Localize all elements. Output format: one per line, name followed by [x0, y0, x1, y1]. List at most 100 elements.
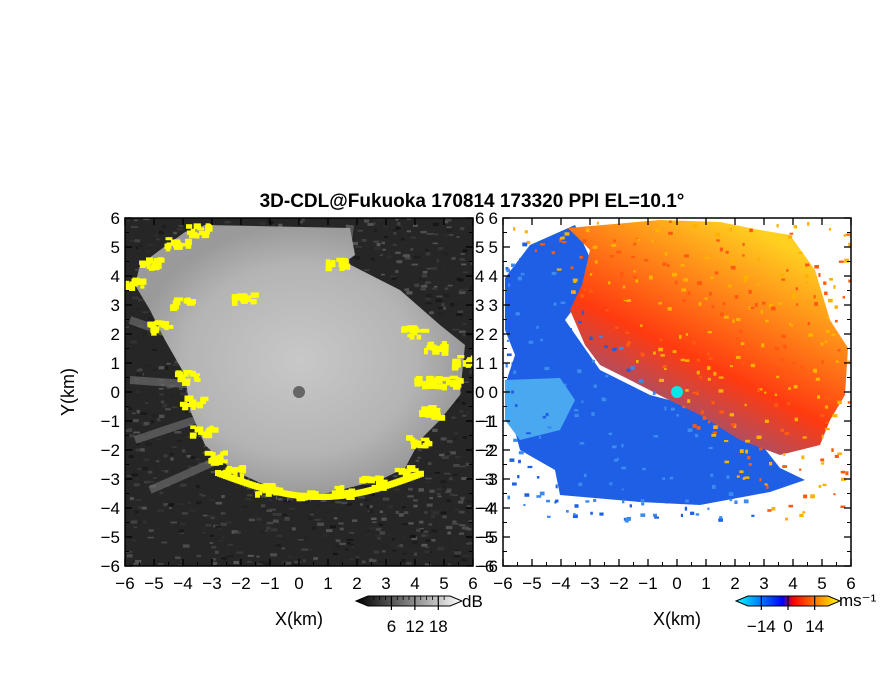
noise-speck: [405, 534, 410, 536]
velocity-speck: [578, 359, 583, 364]
velocity-speck: [707, 331, 712, 334]
velocity-speck: [528, 370, 533, 374]
velocity-speck: [837, 400, 842, 405]
noise-speck: [346, 538, 354, 541]
highlight-speck: [424, 440, 431, 445]
y-tick-label-right: −1: [475, 412, 494, 431]
noise-speck: [408, 487, 413, 491]
noise-speck: [142, 311, 149, 314]
highlight-speck: [455, 377, 461, 384]
velocity-speck: [726, 475, 730, 480]
noise-speck: [248, 518, 255, 522]
highlight-speck: [154, 262, 162, 269]
velocity-speck: [526, 432, 531, 435]
highlight-speck: [176, 300, 181, 306]
highlight-speck: [125, 283, 128, 289]
velocity-speck: [560, 301, 566, 305]
highlight-speck: [437, 345, 447, 353]
noise-speck: [351, 519, 358, 522]
velocity-speck: [781, 334, 786, 338]
noise-speck: [378, 561, 384, 564]
noise-speck: [159, 491, 164, 495]
highlight-speck: [432, 349, 440, 355]
colorbar-tick-label: 6: [387, 617, 396, 636]
noise-speck: [346, 531, 350, 535]
velocity-speck: [767, 509, 772, 512]
velocity-speck: [719, 247, 723, 252]
noise-speck: [186, 436, 191, 438]
velocity-speck: [743, 275, 749, 280]
velocity-speck: [682, 429, 687, 433]
noise-speck: [226, 564, 230, 566]
noise-speck: [371, 517, 377, 520]
noise-speck: [302, 559, 306, 563]
velocity-speck: [546, 515, 551, 518]
noise-speck: [202, 531, 206, 534]
noise-speck: [142, 332, 147, 336]
velocity-colorbar: −14 0 14 ms⁻¹: [734, 591, 877, 636]
velocity-speck: [589, 478, 593, 483]
velocity-speck: [556, 316, 559, 321]
velocity-speck: [668, 231, 673, 235]
noise-speck: [416, 528, 421, 532]
velocity-speck: [799, 468, 802, 471]
highlight-speck: [139, 260, 146, 265]
velocity-speck: [573, 443, 578, 447]
velocity-speck: [581, 400, 584, 404]
velocity-speck: [821, 360, 824, 364]
noise-speck: [345, 503, 352, 506]
velocity-speck: [659, 339, 663, 342]
noise-speck: [275, 512, 282, 517]
noise-speck: [368, 558, 373, 562]
velocity-speck: [802, 511, 806, 514]
y-tick-label-right: −2: [475, 441, 494, 460]
noise-speck: [441, 303, 445, 307]
velocity-speck: [834, 319, 838, 323]
noise-speck: [135, 499, 142, 501]
noise-speck: [435, 299, 443, 303]
noise-speck: [221, 495, 225, 499]
velocity-speck: [586, 459, 591, 462]
noise-speck: [453, 555, 461, 558]
noise-speck: [195, 500, 202, 505]
noise-speck: [125, 326, 129, 329]
noise-speck: [157, 509, 165, 512]
noise-speck: [420, 288, 427, 291]
y-tick-label-right: 6: [475, 209, 484, 228]
noise-speck: [277, 498, 283, 501]
highlight-speck: [164, 324, 174, 329]
noise-speck: [449, 451, 456, 455]
noise-speck: [438, 312, 444, 316]
noise-speck: [143, 458, 150, 462]
velocity-speck: [786, 269, 789, 272]
x-tick-label: 2: [352, 574, 361, 593]
noise-speck: [283, 500, 291, 503]
velocity-speck: [716, 239, 720, 242]
velocity-speck: [803, 494, 808, 499]
noise-speck: [130, 226, 138, 229]
noise-speck: [436, 295, 443, 298]
velocity-speck: [734, 500, 738, 505]
highlight-speck: [145, 257, 154, 264]
noise-speck: [332, 564, 339, 566]
velocity-speck: [658, 302, 663, 305]
velocity-speck: [828, 298, 833, 303]
noise-speck: [276, 534, 283, 537]
velocity-speck: [789, 232, 794, 235]
x-tick-label: −3: [580, 574, 599, 593]
noise-speck: [281, 560, 287, 564]
noise-speck: [376, 243, 381, 247]
velocity-speck: [588, 471, 593, 475]
velocity-speck: [669, 476, 674, 480]
y-tick-label-right: 5: [475, 238, 484, 257]
noise-speck: [260, 504, 266, 508]
highlight-speck: [128, 284, 136, 288]
velocity-speck: [813, 370, 818, 373]
noise-speck: [313, 557, 318, 560]
noise-speck: [207, 515, 214, 518]
velocity-speck: [788, 367, 793, 371]
noise-speck: [261, 494, 267, 498]
velocity-speck: [633, 242, 637, 246]
velocity-speck: [761, 301, 766, 305]
velocity-speck: [684, 359, 690, 362]
